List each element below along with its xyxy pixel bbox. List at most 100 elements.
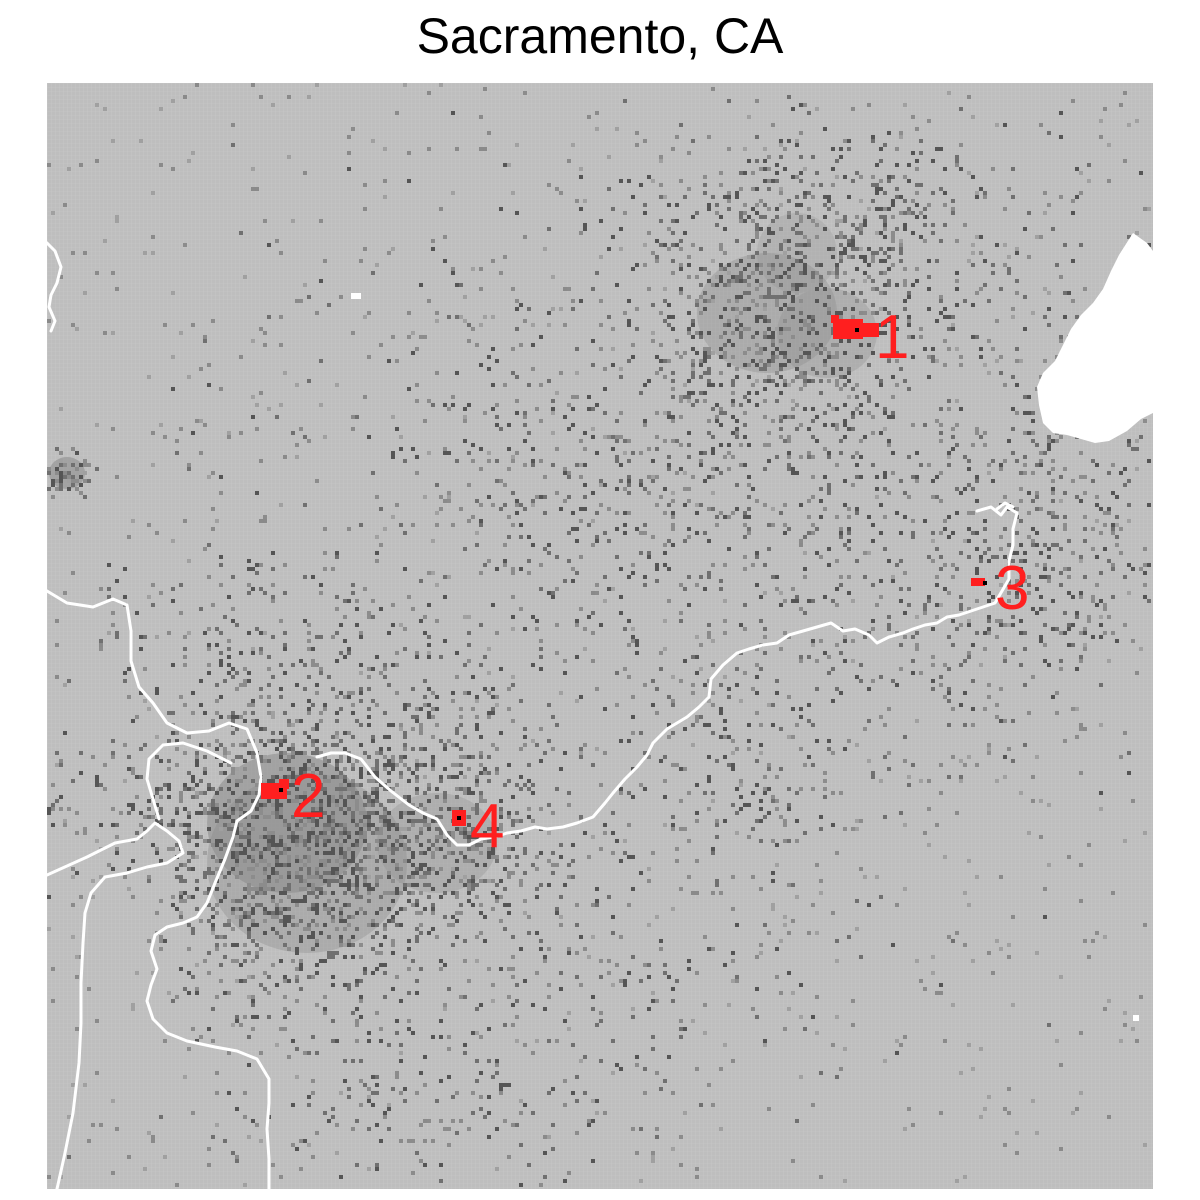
density-pixel xyxy=(251,779,255,783)
density-pixel xyxy=(1027,591,1031,595)
density-pixel xyxy=(427,655,431,659)
density-pixel xyxy=(195,887,199,891)
density-pixel xyxy=(123,671,127,675)
density-pixel xyxy=(659,359,663,363)
density-pixel xyxy=(655,999,659,1003)
density-pixel xyxy=(179,915,183,919)
density-pixel xyxy=(335,823,339,827)
density-pixel xyxy=(739,311,743,315)
density-pixel xyxy=(863,299,867,303)
density-pixel xyxy=(1083,287,1087,291)
density-pixel xyxy=(651,703,655,707)
density-pixel xyxy=(1103,511,1107,515)
density-pixel xyxy=(359,691,363,695)
density-pixel xyxy=(727,279,731,283)
density-pixel xyxy=(999,719,1003,723)
density-pixel xyxy=(1063,467,1067,471)
density-pixel xyxy=(415,763,419,767)
density-pixel xyxy=(219,963,223,967)
density-pixel xyxy=(427,687,431,691)
density-pixel xyxy=(807,239,811,243)
density-pixel xyxy=(747,363,751,367)
density-pixel xyxy=(779,419,783,423)
density-pixel xyxy=(779,391,783,395)
density-pixel xyxy=(659,939,663,943)
density-pixel xyxy=(187,827,191,831)
density-pixel xyxy=(839,531,843,535)
density-pixel xyxy=(739,331,743,335)
density-pixel xyxy=(203,631,207,635)
density-pixel xyxy=(499,667,503,671)
density-pixel xyxy=(839,583,843,587)
density-pixel xyxy=(299,427,303,431)
density-pixel xyxy=(547,379,551,383)
density-pixel xyxy=(335,711,339,715)
density-pixel xyxy=(887,319,891,323)
density-pixel xyxy=(1003,647,1007,651)
density-pixel xyxy=(983,259,987,263)
density-pixel xyxy=(939,531,943,535)
density-pixel xyxy=(499,827,503,831)
density-pixel xyxy=(747,283,751,287)
density-pixel xyxy=(1071,211,1075,215)
density-pixel xyxy=(307,767,311,771)
density-pixel xyxy=(939,567,943,571)
density-pixel xyxy=(363,847,367,851)
density-pixel xyxy=(755,711,759,715)
density-pixel xyxy=(1079,591,1083,595)
density-pixel xyxy=(199,1035,203,1039)
density-pixel xyxy=(843,479,847,483)
density-pixel xyxy=(335,759,339,763)
density-pixel xyxy=(763,791,767,795)
density-pixel xyxy=(331,795,335,799)
density-pixel xyxy=(423,335,427,339)
density-pixel xyxy=(639,391,643,395)
density-pixel xyxy=(347,647,351,651)
density-pixel xyxy=(207,671,211,675)
density-pixel xyxy=(711,283,715,287)
density-pixel xyxy=(475,499,479,503)
density-pixel xyxy=(339,847,343,851)
density-pixel xyxy=(807,515,811,519)
density-pixel xyxy=(563,471,567,475)
density-pixel xyxy=(379,1039,383,1043)
density-pixel xyxy=(351,819,355,823)
density-pixel xyxy=(487,367,491,371)
density-pixel xyxy=(855,227,859,231)
density-pixel xyxy=(423,819,427,823)
density-pixel xyxy=(879,187,883,191)
density-pixel xyxy=(335,879,339,883)
density-pixel xyxy=(1047,435,1051,439)
density-pixel xyxy=(1047,555,1051,559)
density-pixel xyxy=(359,999,363,1003)
density-pixel xyxy=(407,939,411,943)
density-pixel xyxy=(231,743,235,747)
density-pixel xyxy=(643,575,647,579)
density-pixel xyxy=(1055,515,1059,519)
density-pixel xyxy=(691,139,695,143)
density-pixel xyxy=(783,355,787,359)
density-pixel xyxy=(851,827,855,831)
density-pixel xyxy=(335,803,339,807)
density-pixel xyxy=(435,787,439,791)
density-pixel xyxy=(115,847,119,851)
density-pixel xyxy=(467,755,471,759)
density-pixel xyxy=(351,859,355,863)
density-pixel xyxy=(931,679,935,683)
density-pixel xyxy=(815,271,819,275)
density-pixel xyxy=(263,803,267,807)
density-pixel xyxy=(847,339,851,343)
density-pixel xyxy=(251,995,255,999)
density-pixel xyxy=(407,799,411,803)
density-pixel xyxy=(267,315,271,319)
density-pixel xyxy=(255,923,259,927)
density-pixel xyxy=(471,443,475,447)
density-pixel xyxy=(879,383,883,387)
density-pixel xyxy=(271,927,275,931)
density-pixel xyxy=(563,883,567,887)
density-pixel xyxy=(687,255,691,259)
density-pixel xyxy=(607,435,611,439)
density-pixel xyxy=(231,759,235,763)
